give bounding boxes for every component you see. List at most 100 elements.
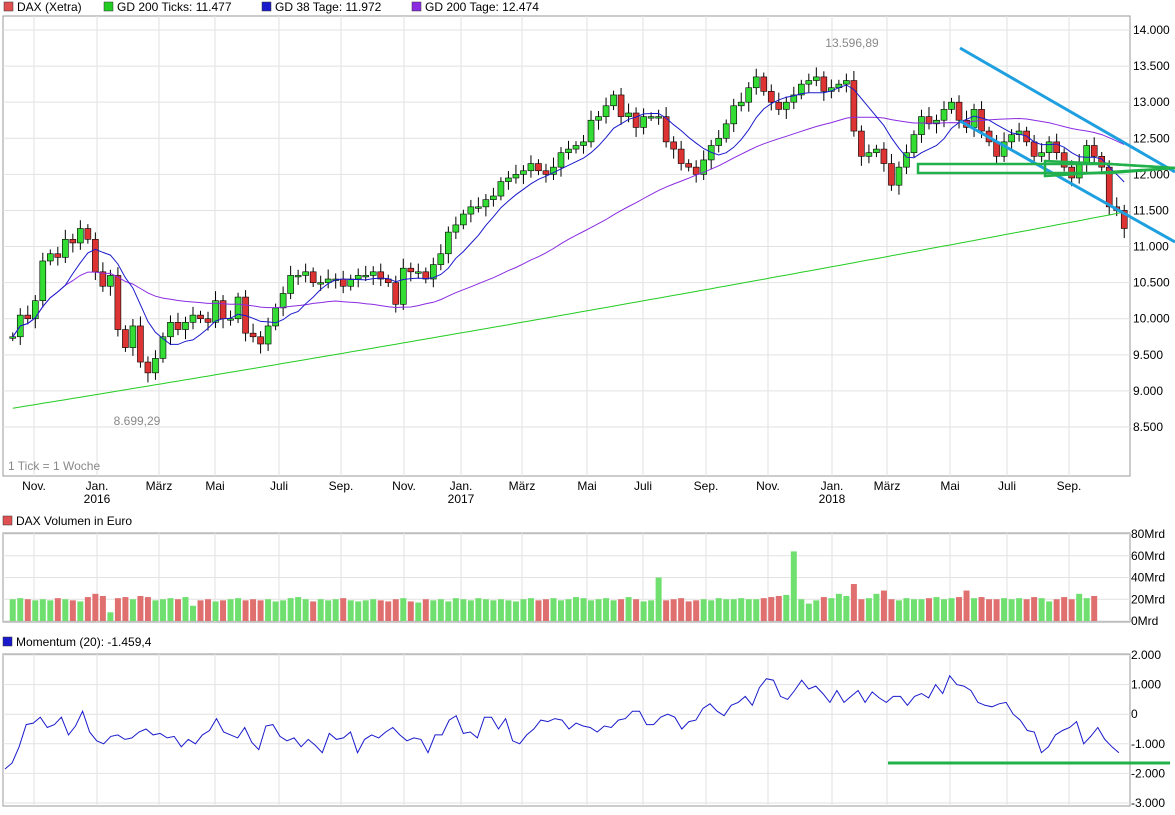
volume-bar [325,600,332,621]
volume-bar [1008,599,1015,621]
candle-body [234,296,242,320]
volume-tick-label: 80Mrd [1131,527,1165,541]
volume-bar [588,600,595,621]
time-tick-label: Juli [634,479,652,493]
candle-body [9,336,17,339]
time-tick-label: Nov. [22,479,46,493]
volume-bar [62,599,69,621]
volume-bar [122,597,129,621]
candle-body [167,322,174,338]
volume-bar [715,598,722,621]
candle-body [287,275,294,294]
time-tick-label: Sep. [694,479,719,493]
resistance-zone-arrow [1043,159,1175,178]
candle-body [873,148,880,154]
volume-bar [745,599,752,621]
volume-bar [32,600,39,621]
candle-body [39,260,47,301]
volume-bar [1023,599,1030,621]
volume-bar [610,600,617,621]
candle-body [159,336,167,359]
volume-bar [400,598,407,621]
volume-bar [573,597,580,621]
volume-bar [437,599,444,621]
candle-body [888,163,895,186]
candle-body [677,148,685,164]
volume-bar [490,600,497,621]
volume-bar [24,599,31,621]
candle-body [1038,152,1045,157]
volume-bar [971,598,978,621]
momentum-line [4,674,1120,770]
volume-bar [220,600,227,621]
legend-label: GD 200 Tage: 12.474 [425,0,539,14]
year-label: 2017 [448,492,475,506]
time-tick-label: Mai [940,479,959,493]
volume-bar [565,599,572,621]
candle-body [760,76,768,92]
volume-bar [580,598,587,621]
candle-body [527,163,535,172]
volume-bar [212,601,219,621]
volume-bar [114,598,121,621]
candle-body [249,332,257,338]
volume-bar [730,599,737,621]
legend-swatch [411,1,422,12]
volume-bar [986,599,993,621]
volume-bar [92,593,99,621]
volume-bar [978,597,985,621]
volume-bar [865,598,872,621]
candle-body [850,80,858,132]
candle-body [475,206,482,209]
volume-bar [467,600,474,621]
candle-body [895,166,903,186]
volume-bar [144,597,151,621]
volume-bar [753,599,760,621]
volume-bar [925,598,932,621]
candle-body [354,275,362,280]
candle-body [407,267,415,273]
volume-bar [197,600,204,621]
candle-body [910,134,918,154]
time-tick-label: Jan. [450,479,473,493]
volume-bar [550,598,557,621]
candle-body [730,105,738,125]
candle-body [715,137,723,146]
candle-body [414,271,422,274]
time-tick-label: Jan. [86,479,109,493]
momentum-tick-label: -1.000 [1131,737,1165,751]
volume-bar [835,593,842,621]
candle-body [903,152,910,168]
volume-bar [482,599,489,621]
candle-body [114,275,122,330]
volume-bar [302,599,309,621]
candle-body [640,116,647,128]
candle-body [31,300,39,320]
volume-bar [542,599,549,621]
time-tick-label: März [509,479,536,493]
volume-bar [1053,599,1060,621]
volume-bar [317,599,324,621]
candle-body [700,159,707,175]
time-tick-label: Sep. [1057,479,1082,493]
volume-bar [655,577,662,621]
time-tick-label: Juli [998,479,1016,493]
volume-bar [84,597,91,621]
candle-body [880,148,888,164]
volume-bar [708,600,715,621]
volume-bar [272,601,279,621]
candle-body [767,91,775,103]
candle-body [189,314,197,323]
volume-bar [362,600,369,621]
candle-body [865,152,873,157]
volume-bar [640,601,647,621]
volume-bar [1083,598,1090,621]
candle-body [955,101,963,121]
momentum-tick-label: -3.000 [1131,796,1165,810]
volume-bar [512,601,519,621]
volume-bar [941,599,948,621]
time-tick-label: Jan. [821,479,844,493]
volume-bar [310,601,317,621]
candle-body [152,358,159,374]
volume-legend-swatch [2,515,13,526]
